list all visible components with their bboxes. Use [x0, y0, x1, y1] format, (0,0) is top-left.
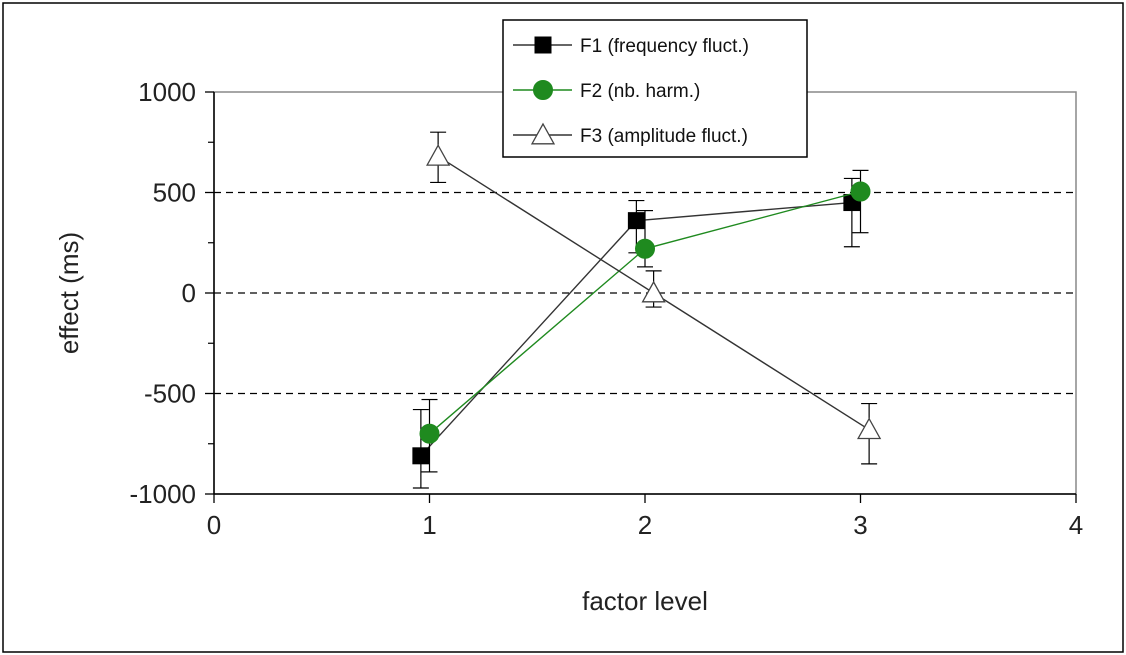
legend-label-1: F1 (frequency fluct.): [580, 36, 749, 57]
legend-label-3: F3 (amplitude fluct.): [580, 126, 748, 147]
series-group: [412, 131, 882, 489]
data-point: [419, 423, 440, 444]
x-tick-label-4: 4: [1069, 510, 1083, 540]
data-point: [857, 417, 882, 440]
x-tick-label-2: 2: [638, 510, 652, 540]
data-point: [627, 212, 645, 230]
y-tick-label-2: 0: [182, 278, 196, 308]
y-tick-label-0: -1000: [130, 479, 197, 509]
legend: F1 (frequency fluct.) F2 (nb. harm.) F3 (a…: [502, 19, 808, 158]
legend-marker-3: [530, 122, 556, 145]
series-2: [419, 169, 871, 473]
y-axis-title: effect (ms): [54, 232, 84, 354]
y-tick-label-4: 1000: [138, 77, 196, 107]
x-axis-title: factor level: [582, 586, 708, 616]
legend-marker-2: [533, 80, 553, 100]
legend-box: [502, 19, 808, 158]
x-tick-label-3: 3: [853, 510, 867, 540]
y-tick-label-3: 500: [153, 178, 196, 208]
data-point: [635, 238, 655, 259]
x-tick-label-0: 0: [207, 510, 221, 540]
data-point: [412, 447, 430, 465]
data-point: [850, 181, 871, 202]
y-tick-label-1: -500: [144, 379, 196, 409]
data-point: [641, 280, 666, 303]
legend-marker-1: [534, 36, 552, 54]
data-point: [426, 143, 451, 166]
axes: -1000 -500 0 500 1000 0 1 2 3 4: [130, 77, 1084, 540]
legend-label-2: F2 (nb. harm.): [580, 81, 700, 102]
x-tick-label-1: 1: [422, 510, 436, 540]
series-3: [426, 131, 882, 465]
